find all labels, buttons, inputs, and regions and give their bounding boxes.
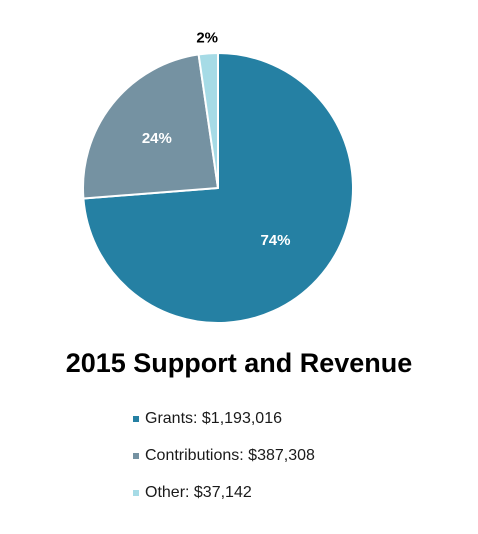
legend-item-contributions: Contributions: $387,308	[133, 437, 315, 474]
pie-slice-contributions	[82, 53, 219, 200]
legend-swatch-contributions	[133, 453, 139, 459]
legend-label-contributions: Contributions: $387,308	[145, 446, 315, 464]
slice-label-contributions: 24%	[142, 130, 172, 147]
pie-slice-other	[197, 52, 219, 189]
legend-item-grants: Grants: $1,193,016	[133, 400, 315, 437]
legend-label-other: Other: $37,142	[145, 483, 252, 501]
legend-label-grants: Grants: $1,193,016	[145, 409, 282, 427]
chart-legend: Grants: $1,193,016 Contributions: $387,3…	[133, 400, 315, 511]
slice-label-other: 2%	[196, 29, 218, 46]
legend-swatch-grants	[133, 416, 139, 422]
legend-item-other: Other: $37,142	[133, 474, 315, 511]
chart-title: 2015 Support and Revenue	[65, 348, 413, 378]
legend-swatch-other	[133, 490, 139, 496]
pie-chart: 74% 24% 2%	[82, 29, 354, 324]
slice-label-grants: 74%	[260, 232, 290, 249]
